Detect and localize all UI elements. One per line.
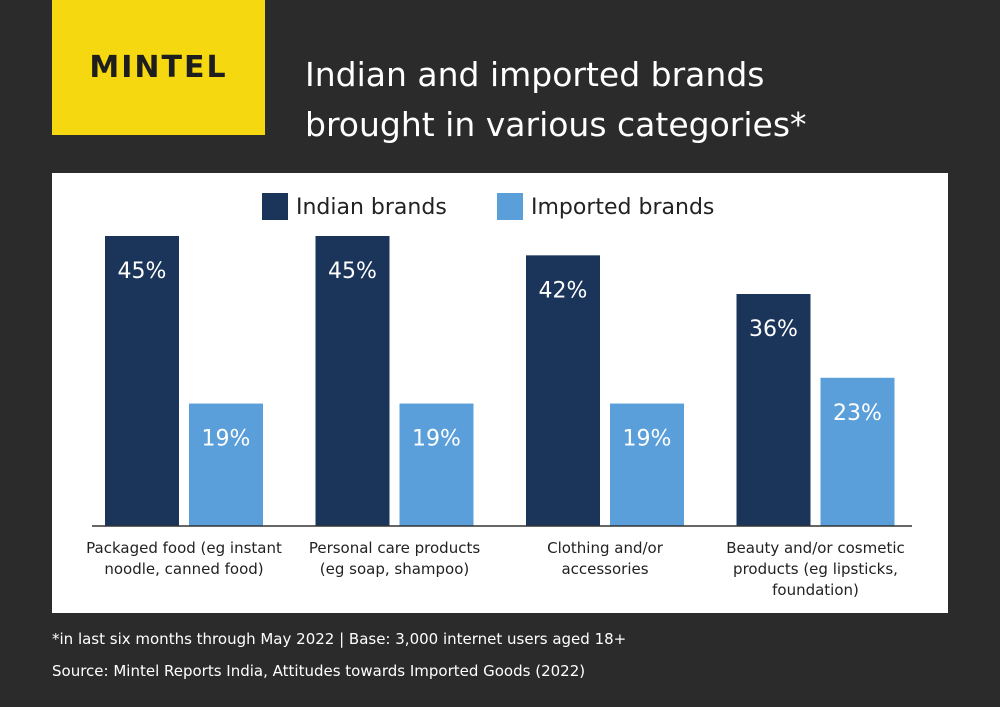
value-label: 19% bbox=[202, 427, 251, 452]
bar bbox=[736, 294, 811, 526]
value-label: 23% bbox=[833, 401, 882, 426]
bar bbox=[315, 236, 390, 526]
chart-title: Indian and imported brands brought in va… bbox=[305, 55, 807, 144]
source: Source: Mintel Reports India, Attitudes … bbox=[52, 662, 586, 680]
value-label: 19% bbox=[412, 427, 461, 452]
value-label: 45% bbox=[328, 259, 377, 284]
category-label: Packaged food (eg instant noodle, canned… bbox=[86, 539, 282, 578]
legend-swatch bbox=[262, 193, 288, 220]
legend-label: Indian brands bbox=[296, 195, 447, 220]
category-label: Personal care products (eg soap, shampoo… bbox=[308, 539, 481, 578]
bar bbox=[189, 403, 263, 526]
bar bbox=[105, 236, 179, 526]
footnote: *in last six months through May 2022 | B… bbox=[52, 630, 627, 648]
category-label: Beauty and/or cosmetic products (eg lips… bbox=[726, 539, 905, 599]
bar bbox=[399, 403, 474, 526]
brand-logo: MINTEL bbox=[52, 0, 265, 135]
value-label: 36% bbox=[749, 317, 798, 342]
value-label: 42% bbox=[539, 278, 588, 303]
legend-swatch bbox=[497, 193, 523, 220]
legend-label: Imported brands bbox=[531, 195, 714, 220]
bar bbox=[610, 403, 684, 526]
bar bbox=[526, 255, 600, 527]
value-label: 19% bbox=[623, 427, 672, 452]
value-label: 45% bbox=[118, 259, 167, 284]
bar bbox=[820, 377, 895, 526]
category-label: Clothing and/or accessories bbox=[547, 539, 663, 578]
